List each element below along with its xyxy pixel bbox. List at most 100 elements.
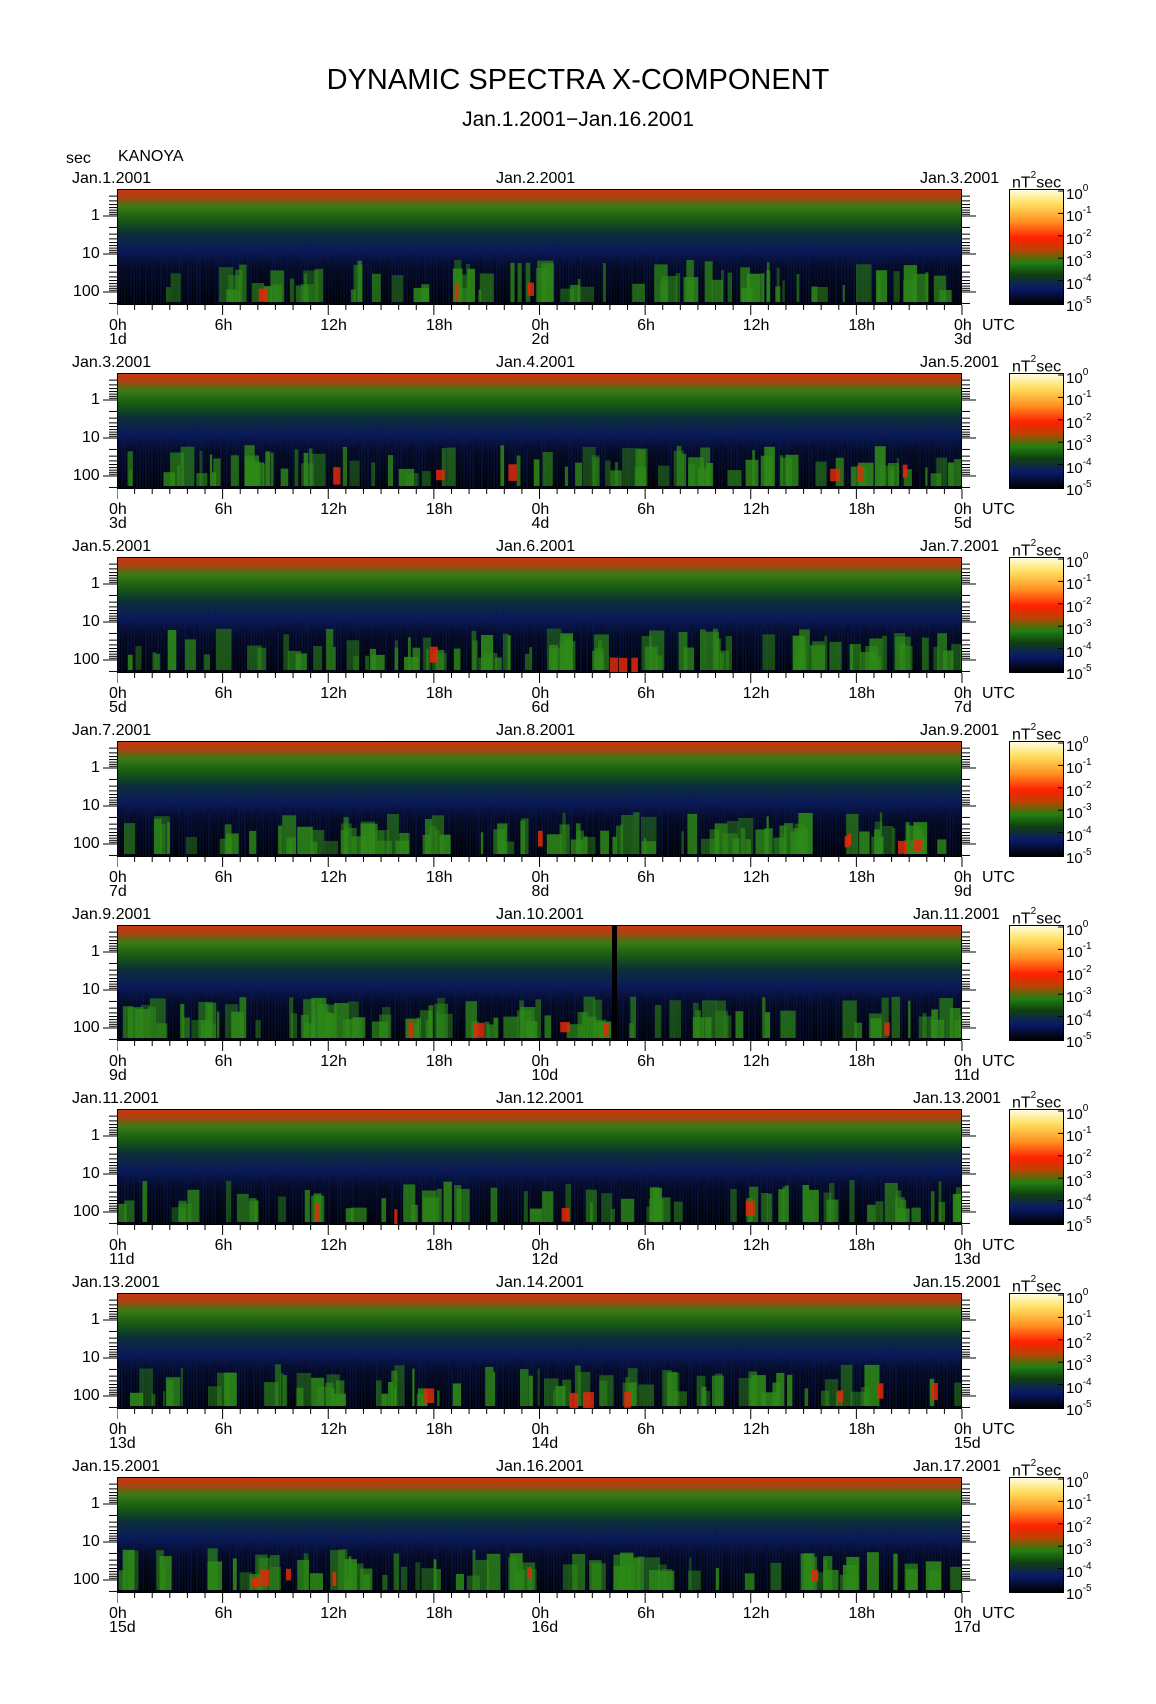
noise-stripe	[325, 812, 327, 856]
activity-burst	[290, 278, 295, 302]
noise-stripe	[280, 608, 282, 672]
x-tick-label: 6h	[637, 317, 655, 334]
colorbar-label: 10-1	[1066, 757, 1092, 776]
activity-burst	[127, 654, 133, 670]
noise-stripe	[907, 978, 909, 1040]
noise-stripe	[943, 1550, 945, 1592]
activity-burst	[956, 1187, 961, 1222]
noise-stripe	[949, 1537, 951, 1592]
noise-stripe	[697, 245, 699, 304]
activity-burst	[544, 1378, 559, 1406]
activity-burst	[394, 1365, 405, 1406]
noise-stripe	[694, 623, 696, 672]
noise-stripe	[511, 1180, 513, 1224]
noise-stripe	[514, 1164, 516, 1224]
activity-burst	[537, 260, 554, 302]
noise-stripe	[310, 1178, 312, 1224]
colorbar-label-exponent: -4	[1082, 456, 1092, 468]
activity-burst	[761, 273, 765, 302]
activity-burst	[815, 461, 827, 486]
x-tick-label: 6h	[214, 869, 233, 886]
activity-burst	[412, 647, 421, 670]
noise-stripe	[562, 247, 564, 304]
noise-stripe	[685, 1532, 687, 1592]
noise-stripe	[295, 626, 297, 672]
colorbar-label: 10-3	[1066, 986, 1092, 1005]
noise-stripe	[352, 1163, 354, 1224]
noise-stripe	[268, 615, 270, 672]
colorbar-label-base: 10	[1066, 1496, 1083, 1514]
activity-burst	[303, 452, 309, 486]
noise-stripe	[946, 1538, 948, 1592]
activity-burst	[353, 656, 359, 670]
noise-stripe	[181, 1530, 183, 1592]
colorbar	[1009, 373, 1064, 489]
panel-mid-date: Jan.16.2001	[496, 1458, 585, 1475]
noise-stripe	[514, 247, 516, 304]
y-tick-label: 10	[82, 981, 100, 998]
noise-stripe	[859, 1181, 861, 1224]
noise-stripe	[691, 1541, 693, 1592]
noise-stripe	[160, 1347, 162, 1408]
x-tick-label: 18h	[425, 869, 453, 886]
spectrogram-svg	[118, 926, 961, 1040]
power-peak	[745, 1200, 755, 1216]
noise-stripe	[520, 614, 522, 672]
noise-stripe	[136, 444, 138, 488]
colorbar-label: 10-2	[1066, 1516, 1092, 1535]
noise-stripe	[217, 1171, 219, 1224]
noise-stripe	[502, 251, 504, 304]
noise-stripe	[364, 1529, 366, 1592]
noise-stripe	[427, 259, 429, 304]
noise-stripe	[439, 247, 441, 304]
y-axis-ticks-right	[962, 379, 976, 488]
noise-stripe	[496, 1363, 498, 1408]
noise-stripe	[727, 1363, 729, 1408]
activity-burst	[503, 1016, 519, 1038]
activity-burst	[954, 1382, 961, 1406]
data-gap	[612, 926, 617, 1040]
noise-stripe	[898, 1359, 900, 1408]
activity-burst	[279, 1373, 284, 1406]
colorbar-label-exponent: -2	[1082, 411, 1092, 423]
activity-burst	[939, 290, 952, 302]
noise-stripe	[541, 1539, 543, 1592]
noise-stripe	[169, 446, 171, 488]
noise-stripe	[856, 1167, 858, 1224]
noise-stripe	[439, 1348, 441, 1408]
activity-burst	[700, 447, 711, 486]
noise-stripe	[271, 1175, 273, 1224]
activity-burst	[893, 1553, 898, 1590]
noise-stripe	[289, 1362, 291, 1408]
noise-stripe	[343, 1173, 345, 1224]
noise-stripe	[481, 802, 483, 856]
colorbar-label-base: 10	[1066, 437, 1083, 455]
noise-stripe	[955, 251, 957, 304]
x-axis-ticks	[117, 1041, 963, 1051]
noise-stripe	[139, 1172, 141, 1224]
noise-stripe	[172, 1000, 174, 1040]
y-tick-label: 1	[91, 207, 100, 224]
activity-burst	[231, 1011, 244, 1038]
noise-stripe	[925, 1348, 927, 1408]
noise-stripe	[868, 1163, 870, 1224]
noise-stripe	[583, 435, 585, 488]
y-tick-label: 1	[91, 391, 100, 408]
noise-stripe	[223, 1540, 225, 1592]
activity-burst	[921, 637, 929, 670]
colorbar-label-exponent: -5	[1082, 1031, 1092, 1042]
activity-burst	[937, 633, 947, 670]
noise-stripe	[523, 611, 525, 672]
activity-burst	[937, 839, 947, 854]
noise-stripe	[382, 800, 384, 856]
activity-burst	[548, 647, 563, 670]
activity-burst	[621, 815, 634, 854]
noise-stripe	[484, 1162, 486, 1224]
colorbar-label-exponent: -3	[1082, 1170, 1092, 1182]
y-axis-ticks-right	[962, 747, 976, 856]
noise-stripe	[631, 432, 633, 488]
noise-stripe	[949, 1171, 951, 1224]
noise-stripe	[256, 1347, 258, 1408]
noise-stripe	[412, 808, 414, 856]
noise-stripe	[823, 434, 825, 488]
